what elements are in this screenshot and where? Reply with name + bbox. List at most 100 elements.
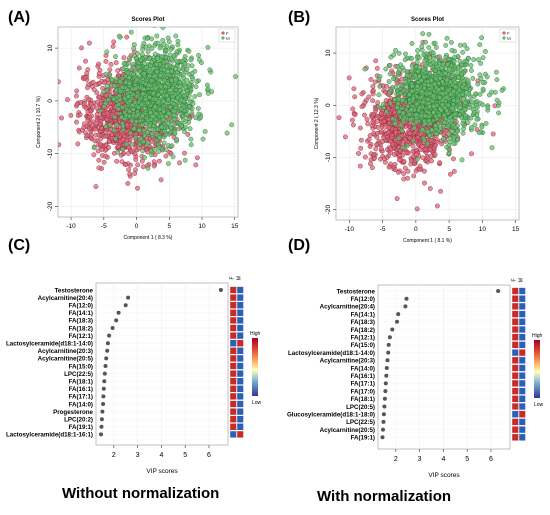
point-M — [452, 79, 458, 85]
point-M — [470, 76, 476, 81]
point-M — [135, 65, 141, 70]
point-M — [468, 63, 474, 68]
point-M — [466, 105, 472, 111]
heatmap-cell-m — [518, 318, 526, 326]
point-M — [443, 43, 449, 48]
point-F — [352, 94, 358, 100]
point-M — [160, 27, 166, 30]
heatmap-cell-m — [518, 426, 526, 434]
point-M — [155, 40, 161, 46]
point-M — [390, 116, 395, 122]
point-F — [85, 85, 90, 91]
point-M — [147, 73, 153, 79]
point-F — [346, 75, 352, 81]
point-F — [432, 143, 438, 148]
point-F — [98, 115, 104, 121]
legend-label: F — [226, 31, 229, 36]
point-M — [477, 72, 483, 78]
heatmap-cell-f — [229, 392, 237, 401]
point-M — [158, 73, 163, 79]
point-M — [142, 106, 148, 112]
point-M — [120, 123, 126, 129]
feature-label: Progesterone — [53, 409, 93, 416]
point-M — [127, 108, 132, 114]
point-F — [96, 157, 102, 163]
heatmap-cell-f — [229, 377, 237, 385]
point-M — [104, 83, 110, 89]
point-M — [193, 115, 199, 121]
point-F — [378, 146, 384, 152]
point-M — [456, 74, 462, 80]
point-M — [456, 87, 462, 93]
feature-label: FA(18:3) — [69, 318, 93, 325]
heatmap-cell-m — [518, 295, 526, 303]
point-M — [479, 35, 484, 41]
point-F — [132, 170, 138, 176]
point-F — [362, 154, 368, 160]
vip-point — [100, 409, 105, 414]
point-F — [411, 173, 417, 179]
point-F — [388, 146, 394, 152]
point-M — [140, 86, 146, 92]
point-M — [440, 79, 445, 85]
x-tick-label: 15 — [231, 223, 239, 230]
heatmap-cell-f — [511, 402, 519, 411]
point-F — [381, 118, 387, 124]
point-M — [154, 33, 160, 39]
heatmap-cell-f — [229, 324, 237, 332]
heatmap-cell-m — [236, 301, 244, 309]
point-M — [444, 35, 450, 41]
heatmap-cell-f — [511, 295, 519, 303]
point-M — [411, 125, 417, 131]
point-M — [183, 84, 189, 90]
point-M — [429, 127, 434, 133]
point-M — [461, 96, 467, 101]
point-M — [113, 76, 119, 82]
heatmap-cell-m — [518, 372, 526, 380]
point-M — [392, 97, 398, 103]
point-M — [163, 48, 169, 54]
point-F — [359, 104, 365, 110]
point-F — [368, 77, 374, 82]
point-M — [107, 122, 113, 128]
feature-label: Testosterone — [337, 288, 376, 295]
point-M — [469, 99, 475, 105]
point-M — [150, 113, 156, 119]
point-F — [374, 65, 380, 71]
vip-point — [123, 303, 128, 308]
feature-label: FA(12:1) — [351, 335, 375, 342]
point-M — [390, 85, 395, 90]
point-M — [471, 109, 477, 115]
feature-label: FA(14:0) — [351, 365, 375, 372]
point-F — [367, 144, 373, 149]
vip-point — [103, 364, 108, 368]
point-M — [422, 137, 427, 143]
point-M — [157, 45, 163, 51]
x-tick-label: 5 — [447, 226, 451, 233]
point-F — [423, 146, 429, 152]
feature-label: FA(17:1) — [69, 394, 93, 401]
point-F — [410, 148, 416, 154]
heatmap-cell-f — [511, 364, 519, 372]
heatmap-cell-m — [236, 400, 244, 408]
point-M — [393, 47, 398, 53]
point-M — [423, 39, 428, 45]
point-M — [178, 106, 184, 112]
point-F — [96, 61, 102, 67]
heatmap-cell-f — [229, 301, 237, 309]
point-M — [399, 105, 405, 111]
point-M — [394, 105, 400, 111]
point-M — [436, 87, 441, 93]
heatmap-cell-m — [236, 339, 244, 347]
heatmap-cell-m — [518, 333, 526, 341]
point-F — [352, 112, 358, 118]
point-M — [180, 117, 186, 123]
point-M — [156, 99, 162, 105]
point-M — [480, 55, 486, 61]
point-F — [371, 152, 377, 157]
point-M — [224, 130, 230, 136]
feature-label: LPC(20:2) — [64, 417, 93, 424]
point-F — [357, 125, 363, 131]
